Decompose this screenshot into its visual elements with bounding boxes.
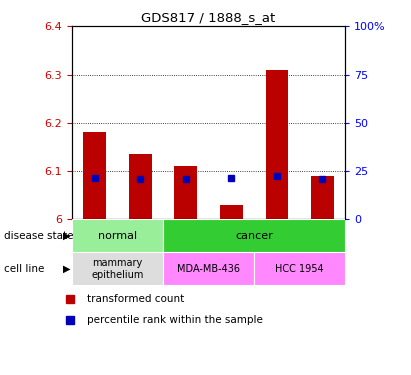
Text: percentile rank within the sample: percentile rank within the sample (87, 315, 263, 325)
Text: cancer: cancer (235, 231, 273, 241)
Bar (163, 219, 345, 252)
Bar (254, 252, 345, 285)
Title: GDS817 / 1888_s_at: GDS817 / 1888_s_at (141, 11, 276, 24)
Bar (163, 252, 254, 285)
Bar (72, 252, 163, 285)
Bar (266, 70, 288, 219)
Text: transformed count: transformed count (87, 294, 185, 304)
Bar (83, 132, 106, 219)
Text: disease state: disease state (4, 231, 74, 241)
Bar (174, 166, 197, 219)
Text: ▶: ▶ (63, 231, 71, 241)
Text: cell line: cell line (4, 264, 44, 274)
Text: mammary
epithelium: mammary epithelium (91, 258, 144, 280)
Text: ▶: ▶ (63, 264, 71, 274)
Text: HCC 1954: HCC 1954 (275, 264, 324, 274)
Bar (129, 154, 152, 219)
Bar (220, 205, 243, 219)
Text: normal: normal (98, 231, 137, 241)
Bar (72, 219, 163, 252)
Bar (311, 176, 334, 219)
Text: MDA-MB-436: MDA-MB-436 (177, 264, 240, 274)
